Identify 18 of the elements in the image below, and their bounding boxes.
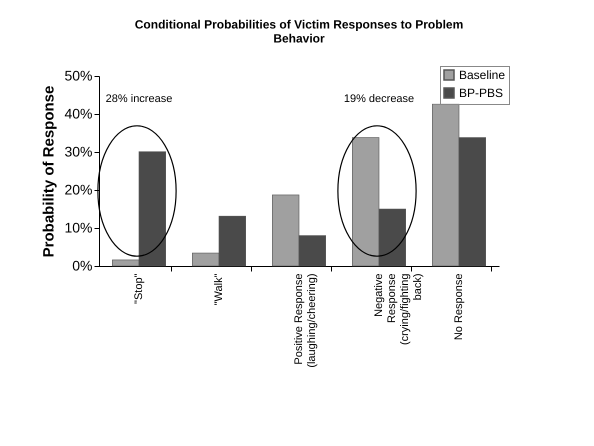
y-tick-label: 0% [72, 258, 92, 274]
annotation: 28% increase [106, 93, 172, 105]
x-tick-label: "Stop" [133, 273, 145, 304]
y-tick-label: 30% [64, 144, 92, 160]
x-tick-label: Negative Response (crying/fighting back) [373, 274, 424, 346]
legend-label: BP-PBS [459, 86, 504, 100]
annotation: 19% decrease [344, 93, 414, 105]
y-tick-label: 10% [64, 220, 92, 236]
y-tick-label: 20% [64, 182, 92, 198]
x-tick-label: "Walk" [213, 273, 225, 306]
text: Conditional Probabilities of Victim Responses to Problem [134, 18, 464, 32]
legend-label: Baseline [459, 68, 506, 82]
y-axis-title: Probability of Response [40, 86, 58, 258]
text: Behavior [273, 32, 325, 46]
x-tick-label: No Response [453, 274, 465, 340]
x-tick-label: Positive Response (laughing/cheering) [293, 274, 318, 368]
y-tick-label: 50% [64, 68, 92, 84]
y-tick-label: 40% [64, 106, 92, 122]
